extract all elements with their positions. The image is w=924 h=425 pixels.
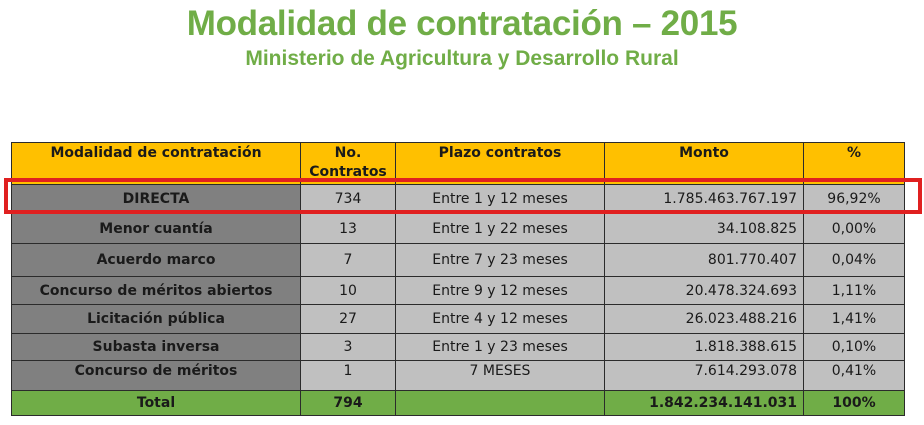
table-header-row: Modalidad de contratación No. Contratos … bbox=[11, 142, 905, 185]
column-header-contratos: No. Contratos bbox=[300, 142, 396, 185]
cell-modalidad: Concurso de méritos bbox=[11, 360, 301, 391]
page-title: Modalidad de contratación – 2015 bbox=[186, 4, 738, 43]
table-row: Licitación pública 27 Entre 4 y 12 meses… bbox=[11, 304, 905, 334]
column-header-plazo: Plazo contratos bbox=[395, 142, 605, 185]
cell-modalidad: Licitación pública bbox=[11, 304, 301, 334]
cell-contratos: 7 bbox=[300, 243, 396, 277]
cell-contratos: 734 bbox=[300, 184, 396, 214]
cell-contratos: 27 bbox=[300, 304, 396, 334]
cell-contratos: 3 bbox=[300, 333, 396, 361]
cell-modalidad: Concurso de méritos abiertos bbox=[11, 276, 301, 305]
contracting-modality-table: Modalidad de contratación No. Contratos … bbox=[11, 142, 905, 416]
cell-contratos: 13 bbox=[300, 213, 396, 244]
cell-modalidad: Acuerdo marco bbox=[11, 243, 301, 277]
cell-plazo: Entre 4 y 12 meses bbox=[395, 304, 605, 334]
table-row: Acuerdo marco 7 Entre 7 y 23 meses 801.7… bbox=[11, 243, 905, 277]
page-subtitle: Ministerio de Agricultura y Desarrollo R… bbox=[245, 47, 679, 70]
cell-pct: 0,04% bbox=[803, 243, 905, 277]
cell-monto: 26.023.488.216 bbox=[604, 304, 804, 334]
cell-modalidad: Menor cuantía bbox=[11, 213, 301, 244]
cell-pct: 0,10% bbox=[803, 333, 905, 361]
cell-total-pct: 100% bbox=[803, 390, 905, 416]
cell-monto: 801.770.407 bbox=[604, 243, 804, 277]
cell-pct: 1,41% bbox=[803, 304, 905, 334]
cell-pct: 1,11% bbox=[803, 276, 905, 305]
cell-monto: 34.108.825 bbox=[604, 213, 804, 244]
cell-plazo: 7 MESES bbox=[395, 360, 605, 391]
cell-pct: 0,00% bbox=[803, 213, 905, 244]
cell-plazo: Entre 1 y 23 meses bbox=[395, 333, 605, 361]
cell-plazo: Entre 7 y 23 meses bbox=[395, 243, 605, 277]
table-row: Menor cuantía 13 Entre 1 y 22 meses 34.1… bbox=[11, 213, 905, 244]
cell-contratos: 10 bbox=[300, 276, 396, 305]
table-row: Concurso de méritos 1 7 MESES 7.614.293.… bbox=[11, 360, 905, 391]
cell-modalidad: Subasta inversa bbox=[11, 333, 301, 361]
column-header-modalidad: Modalidad de contratación bbox=[11, 142, 301, 185]
cell-plazo: Entre 1 y 22 meses bbox=[395, 213, 605, 244]
cell-total-label: Total bbox=[11, 390, 301, 416]
cell-monto: 1.818.388.615 bbox=[604, 333, 804, 361]
column-header-contratos-label: No. Contratos bbox=[309, 145, 387, 180]
cell-monto: 1.785.463.767.197 bbox=[604, 184, 804, 214]
cell-plazo: Entre 9 y 12 meses bbox=[395, 276, 605, 305]
table-row: DIRECTA 734 Entre 1 y 12 meses 1.785.463… bbox=[11, 184, 905, 214]
cell-contratos: 1 bbox=[300, 360, 396, 391]
cell-modalidad: DIRECTA bbox=[11, 184, 301, 214]
cell-total-plazo bbox=[395, 390, 605, 416]
cell-monto: 20.478.324.693 bbox=[604, 276, 804, 305]
cell-pct: 96,92% bbox=[803, 184, 905, 214]
column-header-pct: % bbox=[803, 142, 905, 185]
table-row: Concurso de méritos abiertos 10 Entre 9 … bbox=[11, 276, 905, 305]
table-total-row: Total 794 1.842.234.141.031 100% bbox=[11, 390, 905, 416]
cell-monto: 7.614.293.078 bbox=[604, 360, 804, 391]
cell-total-monto: 1.842.234.141.031 bbox=[604, 390, 804, 416]
column-header-monto: Monto bbox=[604, 142, 804, 185]
cell-total-contratos: 794 bbox=[300, 390, 396, 416]
cell-plazo: Entre 1 y 12 meses bbox=[395, 184, 605, 214]
table-row: Subasta inversa 3 Entre 1 y 23 meses 1.8… bbox=[11, 333, 905, 361]
cell-pct: 0,41% bbox=[803, 360, 905, 391]
